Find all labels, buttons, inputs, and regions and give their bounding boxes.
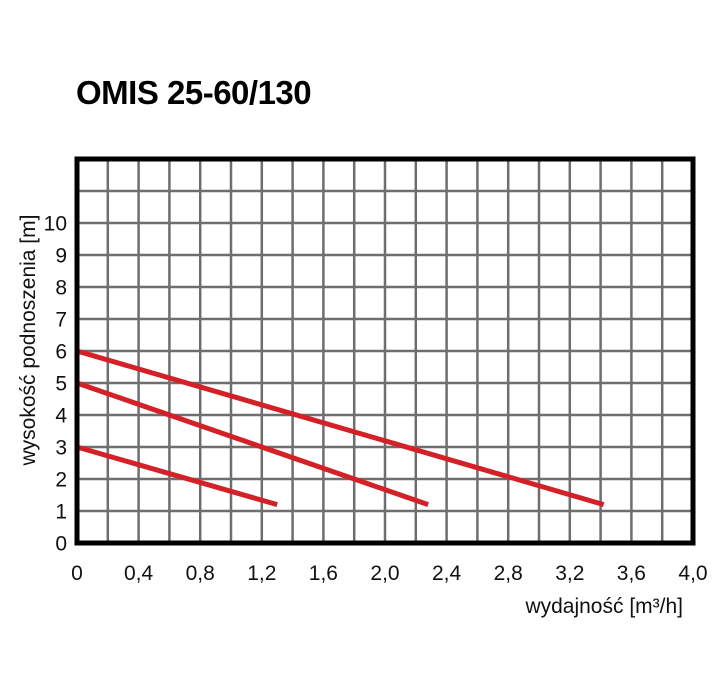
y-tick-label: 0 [55, 533, 67, 556]
x-tick-label: 3,2 [555, 562, 584, 585]
x-tick-label: 0,4 [124, 562, 154, 585]
x-tick-label: 2,4 [432, 562, 462, 585]
x-tick-label: 3,6 [617, 562, 646, 585]
series-line-2 [76, 380, 429, 507]
series-lines [76, 348, 605, 508]
x-axis-label: wydajność [m³/h] [524, 595, 683, 618]
x-tick-label: 0 [71, 562, 83, 585]
y-tick-labels: 0 1 2 3 4 5 6 7 8 9 10 [44, 213, 68, 556]
y-tick-label: 2 [55, 469, 67, 492]
y-tick-label: 4 [55, 405, 67, 428]
y-tick-label: 7 [55, 309, 67, 332]
y-tick-label: 9 [55, 245, 67, 268]
y-axis-label: wysokość podnoszenia [m] [17, 215, 40, 467]
series-line-1 [76, 444, 278, 508]
x-tick-labels: 0 0,4 0,8 1,2 1,6 2,0 2,4 2,8 3,2 3,6 4,0 [71, 562, 707, 585]
x-tick-label: 2,8 [494, 562, 523, 585]
x-tick-label: 1,2 [247, 562, 276, 585]
plot-frame [74, 156, 696, 546]
grid [77, 159, 693, 543]
x-tick-label: 1,6 [309, 562, 338, 585]
x-tick-label: 0,8 [186, 562, 215, 585]
y-tick-label: 10 [44, 213, 67, 236]
x-tick-label: 2,0 [370, 562, 399, 585]
y-tick-label: 5 [55, 373, 67, 396]
x-tick-label: 4,0 [678, 562, 707, 585]
y-tick-label: 3 [55, 437, 67, 460]
series-line-3 [76, 348, 605, 508]
y-tick-label: 6 [55, 341, 67, 364]
y-tick-label: 8 [55, 277, 67, 300]
y-tick-label: 1 [55, 501, 67, 524]
chart-title: OMIS 25-60/130 [76, 74, 312, 111]
